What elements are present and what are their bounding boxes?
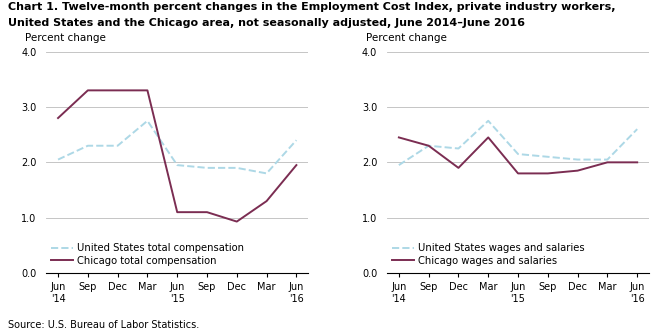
- Chicago wages and salaries: [424, 144, 432, 148]
- United States wages and salaries: [395, 163, 403, 167]
- United States wages and salaries: [424, 144, 432, 148]
- United States wages and salaries: [544, 155, 552, 159]
- Chicago total compensation: [84, 88, 92, 92]
- Chicago wages and salaries: [484, 136, 492, 140]
- Legend: United States total compensation, Chicago total compensation: United States total compensation, Chicag…: [51, 243, 244, 266]
- Chicago total compensation: [263, 199, 271, 203]
- Legend: United States wages and salaries, Chicago wages and salaries: United States wages and salaries, Chicag…: [392, 243, 585, 266]
- Line: United States wages and salaries: United States wages and salaries: [399, 121, 637, 165]
- United States total compensation: [263, 171, 271, 175]
- Chicago total compensation: [233, 219, 241, 223]
- Chicago wages and salaries: [604, 161, 612, 165]
- United States wages and salaries: [484, 119, 492, 123]
- Chicago wages and salaries: [574, 168, 582, 172]
- United States wages and salaries: [514, 152, 522, 156]
- Chicago wages and salaries: [395, 136, 403, 140]
- United States total compensation: [203, 166, 211, 170]
- United States total compensation: [233, 166, 241, 170]
- Chicago wages and salaries: [455, 166, 463, 170]
- Line: United States total compensation: United States total compensation: [58, 121, 297, 173]
- United States wages and salaries: [604, 158, 612, 162]
- United States total compensation: [113, 144, 121, 148]
- Line: Chicago total compensation: Chicago total compensation: [58, 90, 297, 221]
- Chicago wages and salaries: [633, 161, 641, 165]
- Chicago wages and salaries: [544, 171, 552, 175]
- Chicago total compensation: [113, 88, 121, 92]
- Chicago total compensation: [203, 210, 211, 214]
- Chicago total compensation: [173, 210, 181, 214]
- United States wages and salaries: [633, 127, 641, 131]
- United States wages and salaries: [574, 158, 582, 162]
- United States total compensation: [54, 158, 62, 162]
- Chicago wages and salaries: [514, 171, 522, 175]
- United States total compensation: [293, 138, 301, 142]
- Line: Chicago wages and salaries: Chicago wages and salaries: [399, 138, 637, 173]
- Text: Percent change: Percent change: [366, 33, 447, 43]
- United States wages and salaries: [455, 147, 463, 151]
- Text: Chart 1. Twelve-month percent changes in the Employment Cost Index, private indu: Chart 1. Twelve-month percent changes in…: [8, 2, 616, 12]
- Text: Source: U.S. Bureau of Labor Statistics.: Source: U.S. Bureau of Labor Statistics.: [8, 320, 199, 330]
- Chicago total compensation: [54, 116, 62, 120]
- Chicago total compensation: [144, 88, 152, 92]
- Text: Percent change: Percent change: [25, 33, 106, 43]
- Chicago total compensation: [293, 163, 301, 167]
- United States total compensation: [173, 163, 181, 167]
- Text: United States and the Chicago area, not seasonally adjusted, June 2014–June 2016: United States and the Chicago area, not …: [8, 18, 525, 28]
- United States total compensation: [84, 144, 92, 148]
- United States total compensation: [144, 119, 152, 123]
